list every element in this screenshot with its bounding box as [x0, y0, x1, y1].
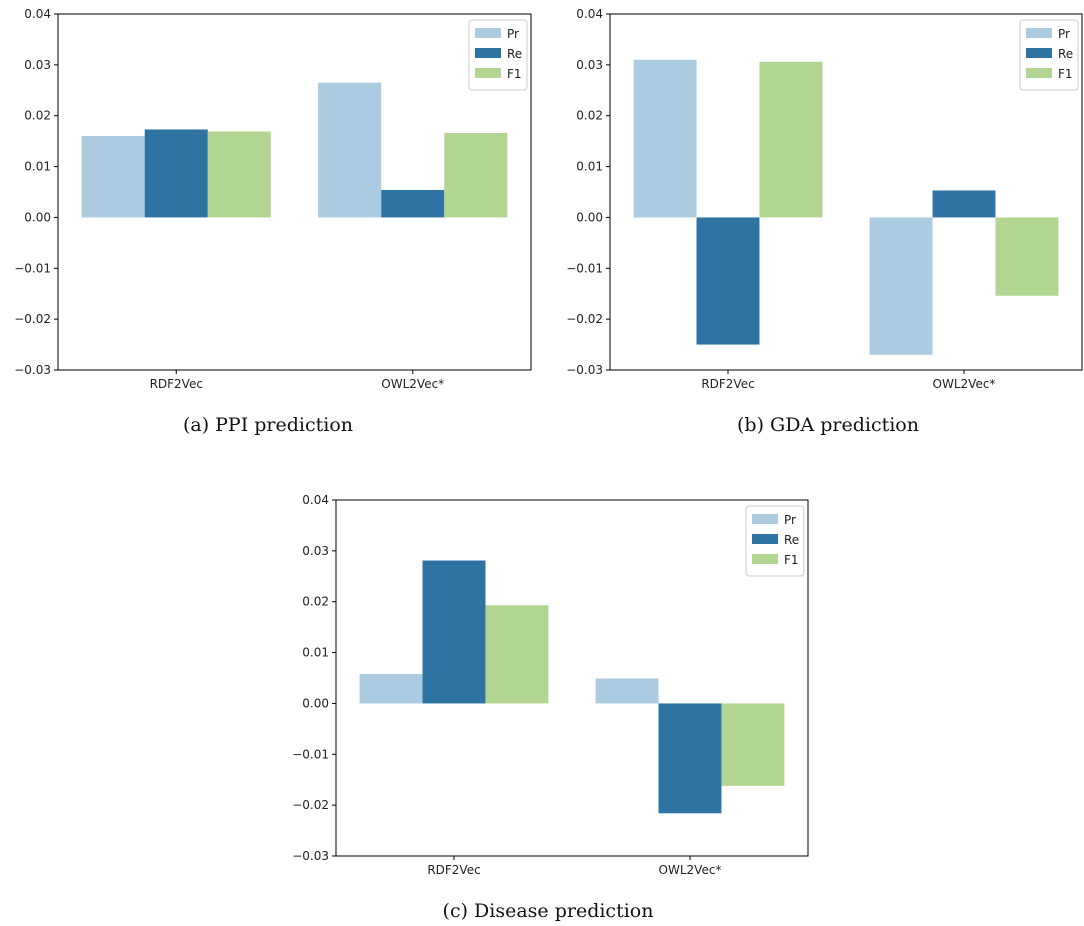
legend-label-f1: F1 [507, 67, 522, 81]
bar-f1-owl2vec [721, 703, 785, 786]
bar-re-rdf2vec [696, 217, 760, 345]
legend-swatch-re [752, 534, 778, 544]
legend-label-pr: Pr [507, 27, 519, 41]
x-tick-label: OWL2Vec* [381, 377, 444, 391]
bar-re-owl2vec [658, 703, 722, 814]
legend-swatch-f1 [475, 68, 501, 78]
bar-f1-owl2vec [444, 133, 508, 218]
y-tick-label: −0.02 [14, 312, 51, 326]
bar-pr-owl2vec [318, 82, 382, 218]
legend-label-f1: F1 [1058, 67, 1073, 81]
y-tick-label: −0.01 [14, 261, 51, 275]
figure-caption: (a) PPI prediction [183, 414, 353, 436]
figure-caption: (c) Disease prediction [443, 900, 654, 922]
bar-pr-rdf2vec [81, 136, 145, 218]
y-tick-label: −0.03 [292, 849, 329, 863]
legend-swatch-re [1026, 48, 1052, 58]
bar-f1-rdf2vec [759, 61, 823, 218]
x-tick-label: RDF2Vec [150, 377, 203, 391]
bar-f1-rdf2vec [485, 605, 549, 704]
y-tick-label: 0.00 [24, 210, 51, 224]
y-tick-label: 0.02 [576, 109, 603, 123]
legend-label-re: Re [1058, 47, 1073, 61]
legend-swatch-pr [1026, 28, 1052, 38]
legend: Pr Re F1 [745, 505, 805, 577]
y-tick-label: −0.01 [566, 261, 603, 275]
chart-panel-c: RDF2Vec OWL2Vec* 0.04 0.03 0.02 0.01 0.00 −0.01… [292, 493, 809, 922]
legend-swatch-f1 [1026, 68, 1052, 78]
bar-pr-rdf2vec [359, 673, 423, 704]
bar-f1-rdf2vec [207, 131, 271, 218]
bar-pr-owl2vec [595, 678, 659, 704]
y-tick-label: 0.04 [576, 7, 603, 21]
bar-pr-rdf2vec [633, 59, 697, 218]
y-tick-label: 0.01 [302, 646, 329, 660]
plot-frame [335, 499, 809, 857]
y-tick-label: 0.03 [576, 58, 603, 72]
plot-frame [609, 13, 1083, 371]
y-tick-label: 0.00 [576, 210, 603, 224]
bar-re-owl2vec [932, 190, 996, 218]
x-tick-label: RDF2Vec [427, 863, 480, 877]
legend-swatch-pr [475, 28, 501, 38]
bar-re-rdf2vec [144, 129, 208, 218]
figure-caption: (b) GDA prediction [737, 414, 919, 436]
y-tick-label: 0.02 [302, 595, 329, 609]
plot-frame [57, 13, 532, 371]
y-tick-label: −0.02 [292, 798, 329, 812]
bar-f1-owl2vec [995, 217, 1059, 296]
y-tick-label: 0.01 [24, 160, 51, 174]
x-tick-label: RDF2Vec [701, 377, 754, 391]
bar-re-rdf2vec [422, 560, 486, 704]
y-tick-label: −0.03 [14, 363, 51, 377]
legend-label-re: Re [784, 533, 799, 547]
legend-swatch-pr [752, 514, 778, 524]
y-tick-label: 0.02 [24, 109, 51, 123]
x-tick-label: OWL2Vec* [933, 377, 996, 391]
y-tick-label: −0.02 [566, 312, 603, 326]
bar-pr-owl2vec [869, 217, 933, 355]
legend: Pr Re F1 [468, 19, 528, 91]
y-tick-label: 0.03 [302, 544, 329, 558]
y-tick-label: 0.03 [24, 58, 51, 72]
y-tick-label: −0.03 [566, 363, 603, 377]
legend-label-pr: Pr [784, 513, 796, 527]
legend-label-pr: Pr [1058, 27, 1070, 41]
legend-swatch-f1 [752, 554, 778, 564]
chart-panel-a: RDF2Vec OWL2Vec* 0.04 0.03 0.02 0.01 0.00 −0.01… [14, 7, 532, 436]
bar-re-owl2vec [381, 189, 445, 218]
chart-panel-b: RDF2Vec OWL2Vec* 0.04 0.03 0.02 0.01 0.00 −0.01… [566, 7, 1083, 436]
x-tick-label: OWL2Vec* [659, 863, 722, 877]
y-tick-label: 0.04 [302, 493, 329, 507]
y-tick-label: 0.04 [24, 7, 51, 21]
y-tick-label: 0.00 [302, 696, 329, 710]
legend-label-re: Re [507, 47, 522, 61]
y-tick-label: 0.01 [576, 160, 603, 174]
legend: Pr Re F1 [1019, 19, 1079, 91]
legend-label-f1: F1 [784, 553, 799, 567]
y-tick-label: −0.01 [292, 747, 329, 761]
legend-swatch-re [475, 48, 501, 58]
